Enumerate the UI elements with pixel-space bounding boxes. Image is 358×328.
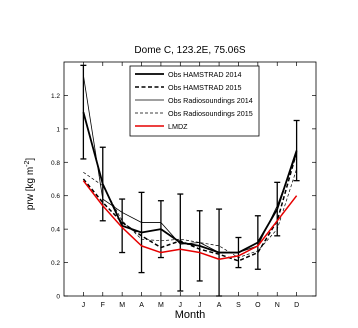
- y-tick-label: 0.4: [51, 227, 60, 234]
- series-line-2: [82, 152, 298, 262]
- x-tick-label: O: [255, 302, 261, 309]
- y-tick-label: 0.8: [51, 160, 60, 167]
- x-axis-label: Month: [175, 309, 206, 321]
- series-line-4: [83, 168, 297, 258]
- y-tick-label: 0.6: [51, 193, 60, 200]
- x-tick-label: F: [101, 302, 105, 309]
- legend-box: [129, 65, 260, 137]
- series-line-3: [82, 75, 297, 253]
- legend: Obs HAMSTRAD 2014 Obs HAMSTRAD 2015 Obs Ra…: [129, 65, 260, 137]
- series-layer: [80, 64, 300, 297]
- y-tick-label: 0.2: [51, 260, 60, 267]
- y-tick-label: 0: [56, 294, 60, 301]
- legend-label-5: LMDZ: [168, 122, 188, 131]
- chart-title: Dome C, 123.2E, 75.06S: [134, 45, 246, 56]
- x-tick-label: M: [119, 302, 125, 309]
- y-axis-label: prw [kg m-2]: [24, 158, 36, 211]
- x-tick-label: J: [179, 302, 183, 309]
- x-tick-label: A: [217, 302, 222, 309]
- x-tick-label: D: [294, 302, 299, 309]
- x-tick-label: J: [198, 302, 202, 309]
- y-tick-label: 1: [56, 126, 60, 133]
- x-tick-label: S: [236, 302, 241, 309]
- legend-label-2: Obs HAMSTRAD 2015: [168, 83, 242, 92]
- x-tick-label: A: [139, 302, 144, 309]
- legend-label-4: Obs Radiosoundings 2015: [168, 109, 253, 118]
- y-axis: 0 0.2 0.4 0.6 0.8 1 1.2: [51, 93, 316, 301]
- y-tick-label: 1.2: [51, 93, 60, 100]
- x-tick-label: N: [275, 302, 280, 309]
- series-line-5: [82, 180, 298, 260]
- x-tick-label: M: [158, 302, 164, 309]
- legend-label-3: Obs Radiosoundings 2014: [168, 96, 253, 105]
- x-tick-label: J: [82, 302, 86, 309]
- legend-label-1: Obs HAMSTRAD 2014: [168, 70, 242, 79]
